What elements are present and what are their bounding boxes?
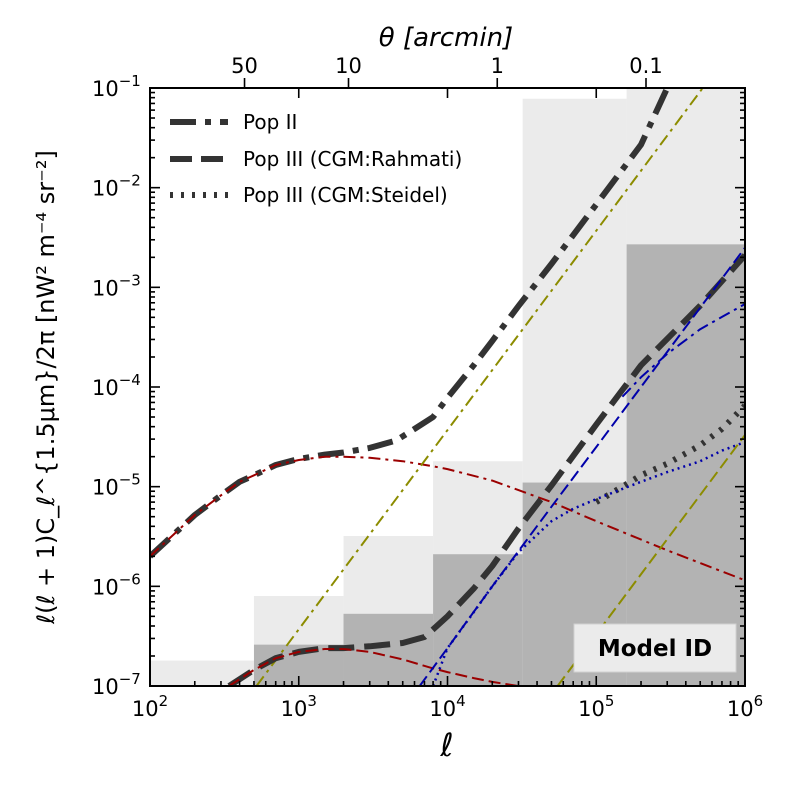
- series-line-popII-clustering: [150, 455, 745, 582]
- series-line-popIII-rahmati-shot: [418, 247, 745, 686]
- x-tick-label: 106: [727, 692, 763, 721]
- top-tick-label: 1: [491, 54, 504, 78]
- series-line-popIII-rahmati-shot-turnover: [621, 303, 745, 398]
- x-tick-label: 105: [578, 692, 614, 721]
- series-line-popIII-clustering: [228, 648, 519, 686]
- y-tick-label: 10−7: [92, 670, 141, 699]
- legend: Pop II Pop III (CGM:Rahmati) Pop III (CG…: [170, 110, 462, 207]
- legend-label-pop-ii: Pop II: [243, 110, 297, 134]
- series-line-popII-shot: [255, 88, 705, 686]
- x-tick-label: 104: [429, 692, 465, 721]
- sensitivity-bands: [150, 88, 745, 686]
- y-axis-title: ℓ(ℓ + 1)C_ℓ^{1.5μm}/2π [nW² m⁻⁴ sr⁻²]: [32, 150, 60, 625]
- legend-label-pop-iii-rahmati: Pop III (CGM:Rahmati): [243, 147, 462, 171]
- plot-frame: [149, 87, 746, 687]
- x-axis-title: ℓ: [439, 726, 453, 764]
- model-curves: [150, 88, 745, 686]
- top-tick-label: 10: [335, 54, 362, 78]
- y-tick-label: 10−4: [92, 371, 141, 400]
- model-id-badge: Model ID: [573, 623, 737, 673]
- series-line-popIII-steidel-shot: [431, 440, 745, 686]
- y-tick-label: 10−6: [92, 570, 141, 599]
- model-id-label: Model ID: [598, 636, 712, 662]
- x-tick-label: 102: [132, 692, 168, 721]
- y-tick-label: 10−3: [92, 271, 141, 300]
- sensitivity-band-1-bin-2: [433, 554, 523, 686]
- sensitivity-band-1-bin-4: [626, 244, 745, 686]
- legend-label-pop-iii-steidel: Pop III (CGM:Steidel): [243, 183, 448, 207]
- top-tick-label: 0.1: [629, 54, 662, 78]
- x-tick-label: 103: [281, 692, 317, 721]
- top-axis-title: θ [arcmin]: [379, 23, 513, 53]
- series-line-popIII-steidel-total: [594, 403, 745, 505]
- y-tick-label: 10−5: [92, 471, 141, 500]
- top-tick-label: 50: [231, 54, 258, 78]
- y-tick-label: 10−2: [92, 172, 141, 201]
- y-tick-label: 10−1: [92, 72, 141, 101]
